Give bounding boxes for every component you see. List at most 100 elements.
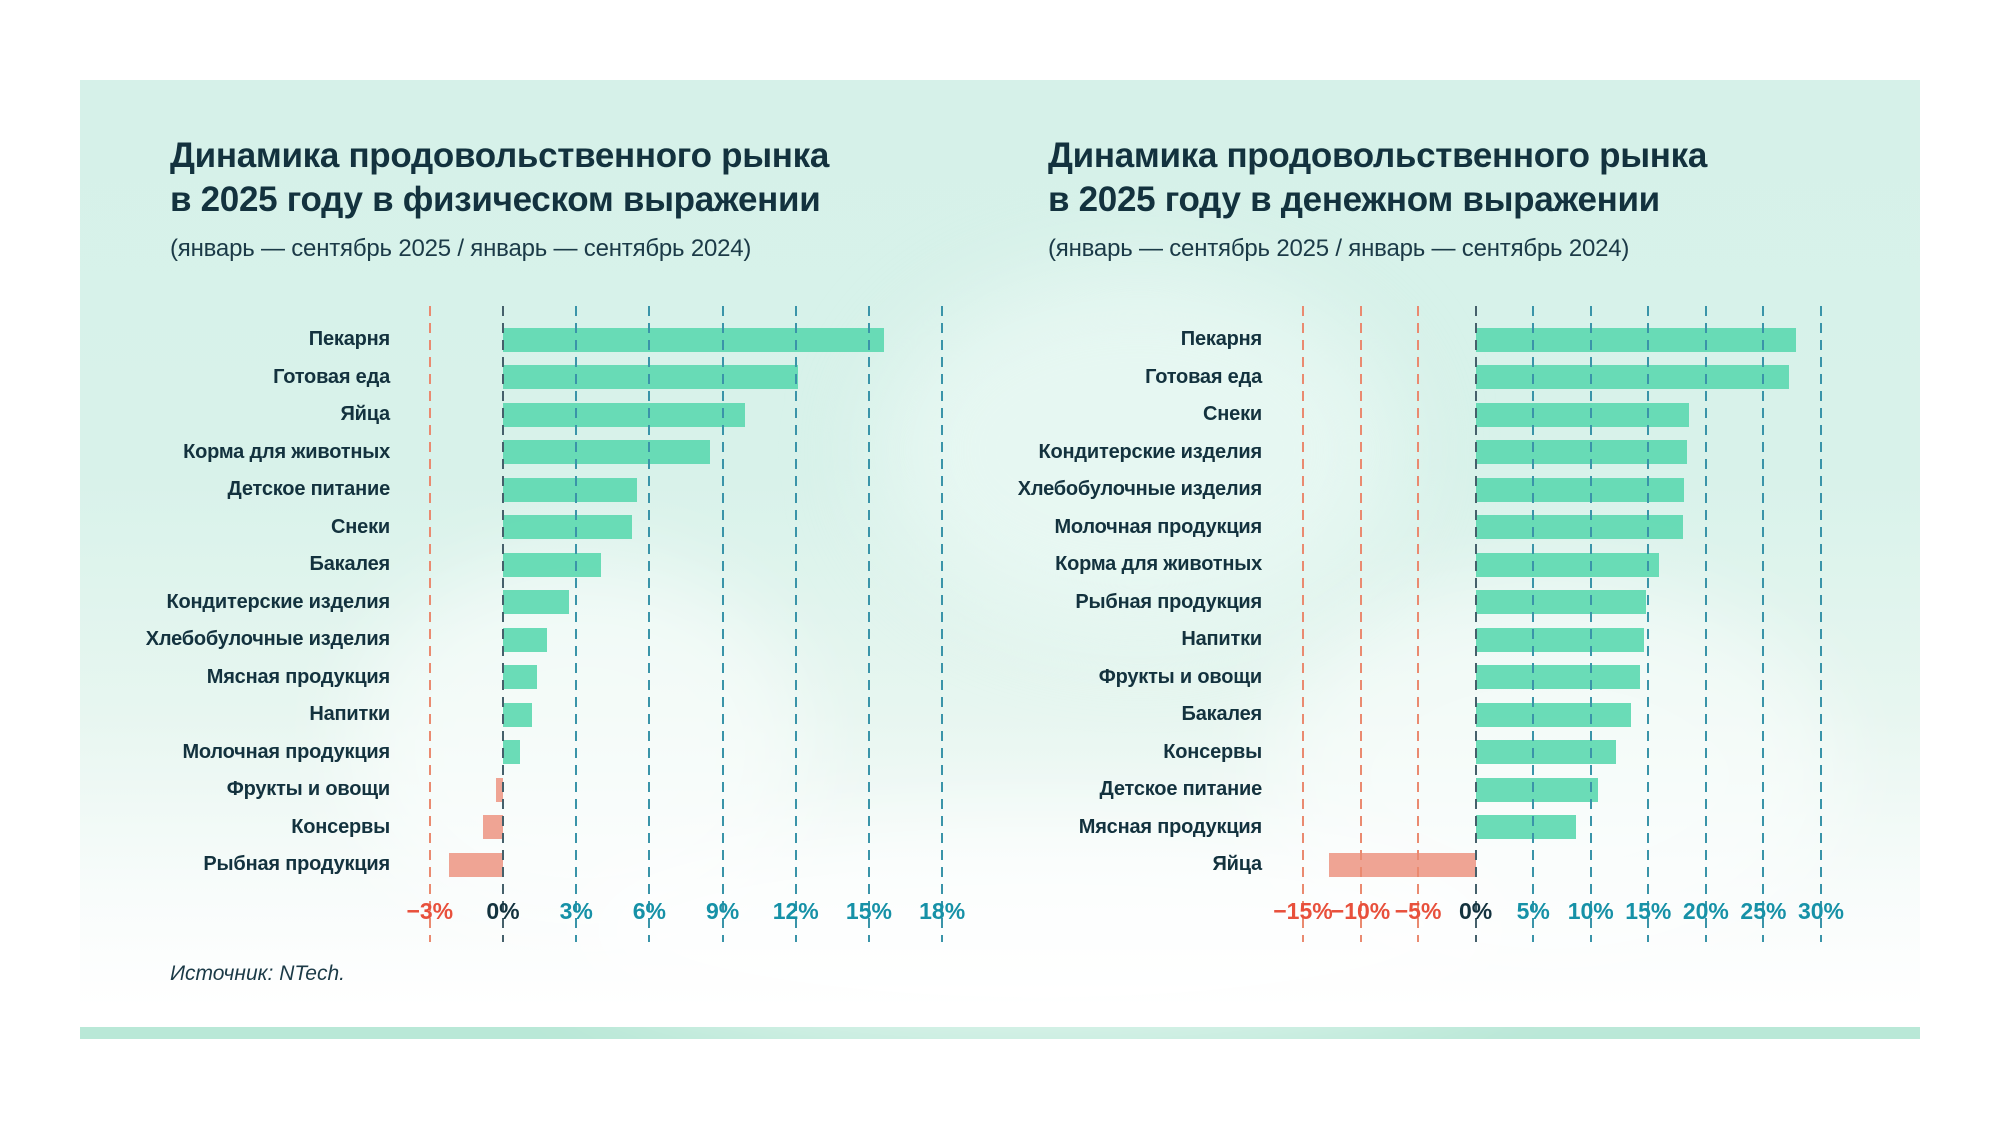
bar-positive <box>1475 477 1684 502</box>
category-label: Готовая еда <box>273 365 390 388</box>
bar-positive <box>1475 327 1796 352</box>
gridline <box>1589 306 1592 942</box>
category-label: Бакалея <box>309 553 391 575</box>
gridline <box>1359 306 1362 942</box>
category-label: Снеки <box>331 515 390 538</box>
bar-positive <box>1475 402 1689 427</box>
chart-subtitle: (январь — сентябрь 2025 / январь — сентя… <box>1048 235 1630 262</box>
category-label: Кондитерские изделия <box>1038 440 1263 463</box>
category-label: Детское питание <box>227 478 391 500</box>
bar-positive <box>1475 515 1683 540</box>
axis-tick-label: −15% <box>1273 898 1333 924</box>
category-label: Рыбная продукция <box>203 853 390 875</box>
bar-positive <box>503 365 799 390</box>
page-title: в 2025 году в физическом выражении <box>170 180 821 219</box>
category-label: Фрукты и овощи <box>1098 665 1262 688</box>
bar-positive <box>503 740 521 765</box>
category-label: Корма для животных <box>1055 553 1262 575</box>
gridline <box>1762 306 1765 942</box>
category-label: Молочная продукция <box>182 740 390 763</box>
axis-tick-label: 25% <box>1740 898 1787 924</box>
axis-tick-label: −10% <box>1330 898 1391 924</box>
gridline <box>1301 306 1304 942</box>
bar-positive <box>1475 590 1647 615</box>
gridline <box>1704 306 1707 942</box>
bar-positive <box>503 590 569 615</box>
axis-tick-label: 15% <box>1625 898 1672 924</box>
bar-positive <box>1475 815 1576 840</box>
bar-positive <box>1475 552 1659 577</box>
gridline <box>794 306 797 942</box>
axis-tick-label: 3% <box>559 898 593 924</box>
bar-positive <box>1475 440 1688 465</box>
axis-tick-label: 6% <box>632 898 666 924</box>
category-label: Пекарня <box>1180 328 1262 350</box>
axis-tick-label: 12% <box>772 898 819 924</box>
category-label: Яйца <box>340 403 390 425</box>
bar-negative <box>1329 852 1476 877</box>
category-label: Пекарня <box>308 328 390 350</box>
bar-positive <box>503 627 547 652</box>
bar-positive <box>503 402 745 427</box>
bar-positive <box>503 702 533 727</box>
chart-subtitle: (январь — сентябрь 2025 / январь — сентя… <box>170 235 752 262</box>
axis-tick-label: 0% <box>486 898 520 924</box>
category-label: Корма для животных <box>183 440 390 463</box>
bar-negative <box>483 815 503 840</box>
bar-positive <box>503 477 638 502</box>
bar-positive <box>503 515 633 540</box>
category-label: Хлебобулочные изделия <box>145 628 390 650</box>
axis-tick-label: 5% <box>1516 898 1550 924</box>
page-title: Динамика продовольственного рынка <box>170 136 830 175</box>
gridline <box>1532 306 1535 942</box>
axis-tick-label: 9% <box>705 898 740 924</box>
category-label: Консервы <box>1163 740 1262 763</box>
gridline <box>941 306 944 942</box>
category-label: Рыбная продукция <box>1075 590 1262 613</box>
page-title: Динамика продовольственного рынка <box>1048 136 1708 175</box>
category-label: Напитки <box>309 703 390 725</box>
category-label: Мясная продукция <box>206 665 390 688</box>
page-title: в 2025 году в денежном выражении <box>1048 180 1660 219</box>
category-label: Кондитерские изделия <box>166 590 391 613</box>
axis-tick-label: −5% <box>1394 898 1442 924</box>
category-label: Консервы <box>291 815 390 838</box>
gridline <box>502 306 504 942</box>
category-label: Снеки <box>1203 403 1262 425</box>
bar-positive <box>1475 665 1641 690</box>
bar-positive <box>1475 740 1617 765</box>
gridline <box>1417 306 1420 942</box>
gridline <box>1647 306 1650 942</box>
chart-physical-header: Динамика продовольственного рынка в 2025… <box>170 134 930 264</box>
bar-positive <box>503 665 538 690</box>
category-label: Яйца <box>1212 853 1262 875</box>
category-label: Фрукты и овощи <box>226 778 390 800</box>
category-label: Детское питание <box>1099 778 1263 800</box>
bar-positive <box>1475 627 1644 652</box>
category-label: Молочная продукция <box>1054 515 1262 538</box>
axis-tick-label: 15% <box>845 898 892 924</box>
category-label: Напитки <box>1181 628 1262 650</box>
bar-negative <box>449 852 503 877</box>
category-label: Хлебобулочные изделия <box>1017 478 1262 500</box>
gridline <box>428 306 431 942</box>
axis-tick-label: 0% <box>1459 898 1493 924</box>
category-label: Мясная продукция <box>1078 815 1262 838</box>
gridline <box>575 306 578 942</box>
axis-tick-label: 18% <box>919 898 966 924</box>
gridline <box>721 306 724 942</box>
bar-negative <box>495 777 503 802</box>
map-watermark <box>880 270 1400 630</box>
bar-positive <box>503 327 884 352</box>
chart-monetary-header: Динамика продовольственного рынка в 2025… <box>1048 134 1808 264</box>
axis-tick-label: 20% <box>1682 898 1729 924</box>
source-note: Источник: NTech. <box>170 962 345 985</box>
bar-positive <box>503 440 711 465</box>
gridline <box>1474 306 1477 942</box>
gridline <box>867 306 870 942</box>
bar-positive <box>1475 702 1632 727</box>
bar-positive <box>1475 365 1789 390</box>
bar-positive <box>503 552 601 577</box>
gridline <box>648 306 651 942</box>
